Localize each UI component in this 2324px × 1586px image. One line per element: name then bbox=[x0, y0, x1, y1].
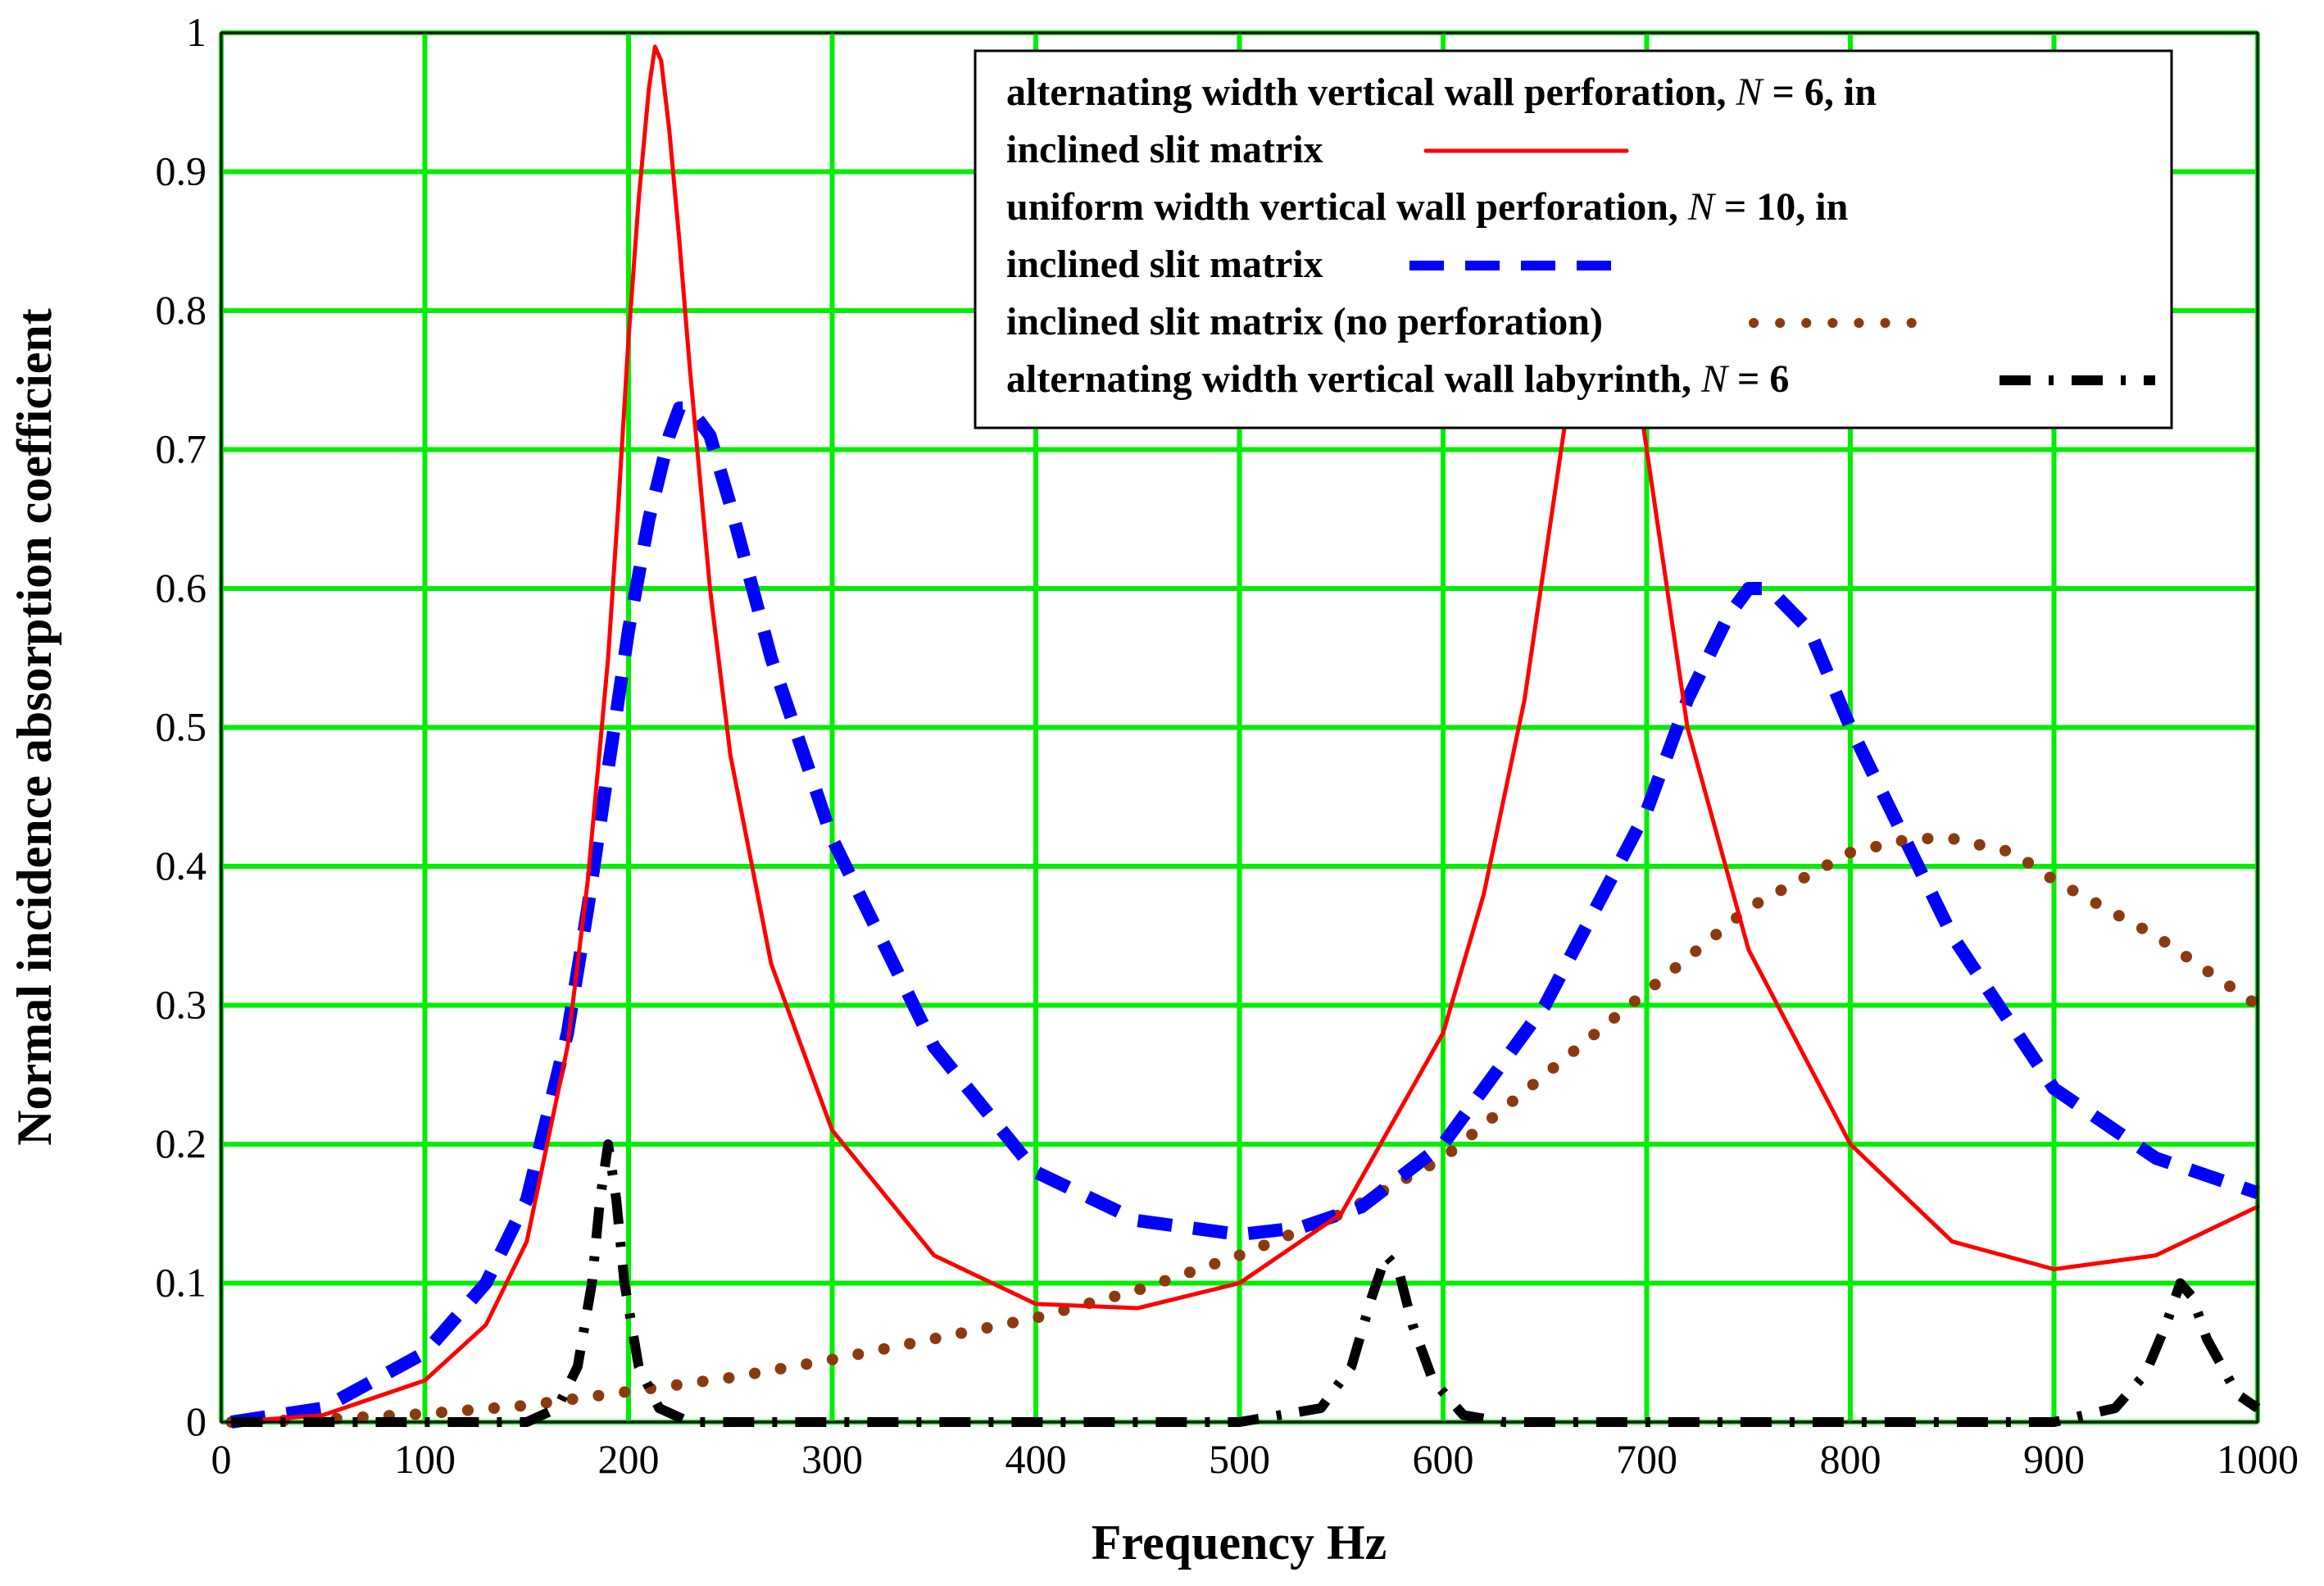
x-tick-label: 700 bbox=[1616, 1436, 1677, 1482]
x-tick-label: 500 bbox=[1209, 1436, 1270, 1482]
legend-box bbox=[974, 49, 2173, 429]
legend-label-1: uniform width vertical wall perforation,… bbox=[1006, 185, 1848, 229]
legend-label-3: alternating width vertical wall labyrint… bbox=[1006, 357, 1789, 401]
y-tick-label: 0.5 bbox=[156, 704, 207, 750]
plot-frame bbox=[220, 31, 2259, 1424]
x-tick-label: 900 bbox=[2023, 1436, 2085, 1482]
x-tick-label: 0 bbox=[211, 1436, 232, 1482]
x-tick-label: 200 bbox=[598, 1436, 660, 1482]
x-axis-ticks: 0 100 200 300 400 500 600 700 800 900 1000 bbox=[211, 1436, 2299, 1482]
y-tick-label: 0 bbox=[186, 1398, 207, 1444]
y-tick-label: 0.8 bbox=[156, 287, 207, 333]
y-tick-label: 0.2 bbox=[156, 1120, 207, 1166]
series-group bbox=[225, 44, 2263, 1429]
x-tick-label: 1000 bbox=[2217, 1436, 2299, 1482]
legend-label-0: alternating width vertical wall perforat… bbox=[1006, 70, 1877, 114]
y-tick-label: 0.1 bbox=[156, 1260, 207, 1306]
legend: alternating width vertical wall perforat… bbox=[974, 49, 2173, 429]
x-tick-label: 600 bbox=[1413, 1436, 1474, 1482]
x-tick-label: 800 bbox=[1820, 1436, 1881, 1482]
y-tick-label: 0.9 bbox=[156, 148, 207, 194]
x-tick-label: 300 bbox=[801, 1436, 863, 1482]
y-tick-label: 0.6 bbox=[156, 565, 207, 611]
x-axis-title: Frequency Hz bbox=[1092, 1516, 1387, 1570]
legend-label-0-cont: inclined slit matrix bbox=[1006, 128, 1323, 171]
y-tick-label: 0.3 bbox=[156, 982, 207, 1028]
y-axis-ticks: 0 0.1 0.2 0.3 0.4 0.5 0.6 0.7 0.8 0.9 1 bbox=[156, 9, 207, 1444]
legend-label-1-cont: inclined slit matrix bbox=[1006, 243, 1323, 286]
y-tick-label: 0.4 bbox=[156, 843, 207, 888]
y-axis-title: Normal incidence absorption coefficient bbox=[7, 308, 61, 1146]
y-tick-label: 1 bbox=[186, 9, 207, 55]
x-tick-label: 100 bbox=[394, 1436, 456, 1482]
y-tick-label: 0.7 bbox=[156, 426, 207, 472]
series-line-1 bbox=[230, 401, 2260, 1429]
legend-label-2: inclined slit matrix (no perforation) bbox=[1006, 300, 1603, 343]
x-tick-label: 400 bbox=[1005, 1436, 1067, 1482]
series-line-0 bbox=[229, 44, 2260, 1425]
